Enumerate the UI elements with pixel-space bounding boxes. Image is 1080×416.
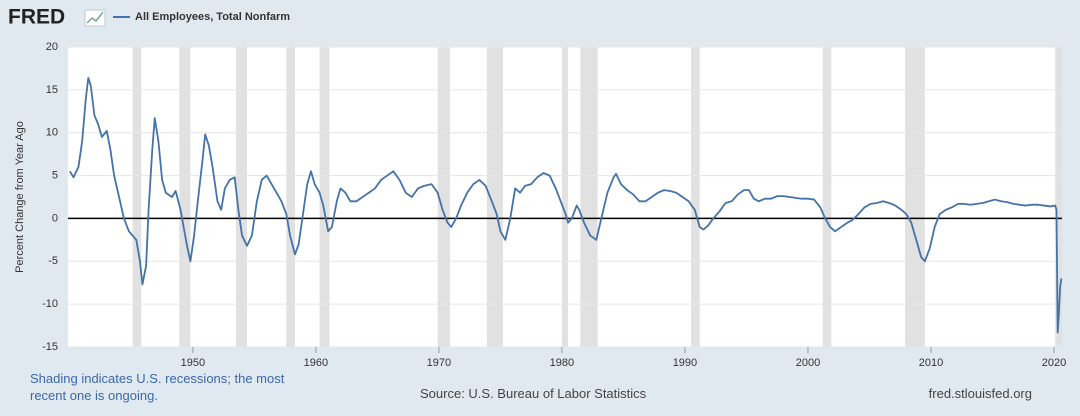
logo: FRED [8,6,65,29]
x-tick-label: 2000 [796,357,820,369]
x-tick-label: 1990 [673,357,697,369]
recession-band [580,47,598,347]
y-tick-label: -10 [42,298,58,310]
recession-band [691,47,700,347]
series-line [69,76,1063,334]
y-tick-label: 20 [46,41,58,53]
recession-band [437,47,450,347]
recession-band [1055,47,1062,347]
recession-band [132,47,142,347]
y-tick-label: -5 [48,255,58,267]
y-tick-label: 15 [46,84,58,96]
recession-band [905,47,925,347]
x-tick-label: 2010 [919,357,943,369]
recession-band [286,47,295,347]
source: Source: U.S. Bureau of Labor Statistics [420,386,647,401]
y-axis-label: Percent Change from Year Ago [14,121,26,273]
recession-band [561,47,569,347]
site: fred.stlouisfed.org [928,386,1032,401]
note: Shading indicates U.S. recessions; the m… [30,371,285,403]
y-tick-label: 0 [52,212,58,224]
recession-band [822,47,832,347]
y-tick-label: 10 [46,127,58,139]
x-tick-label: 1980 [550,357,574,369]
y-tick-label: -15 [42,341,58,353]
recession-band [179,47,191,347]
legend-label: All Employees, Total Nonfarm [135,11,290,23]
x-tick-label: 2020 [1042,357,1066,369]
logo-icon [84,9,106,27]
recession-band [319,47,330,347]
recession-band [486,47,503,347]
recession-band [235,47,247,347]
x-tick-label: 1960 [304,357,328,369]
x-tick-label: 1950 [181,357,205,369]
y-tick-label: 5 [52,169,58,181]
x-tick-label: 1970 [427,357,451,369]
